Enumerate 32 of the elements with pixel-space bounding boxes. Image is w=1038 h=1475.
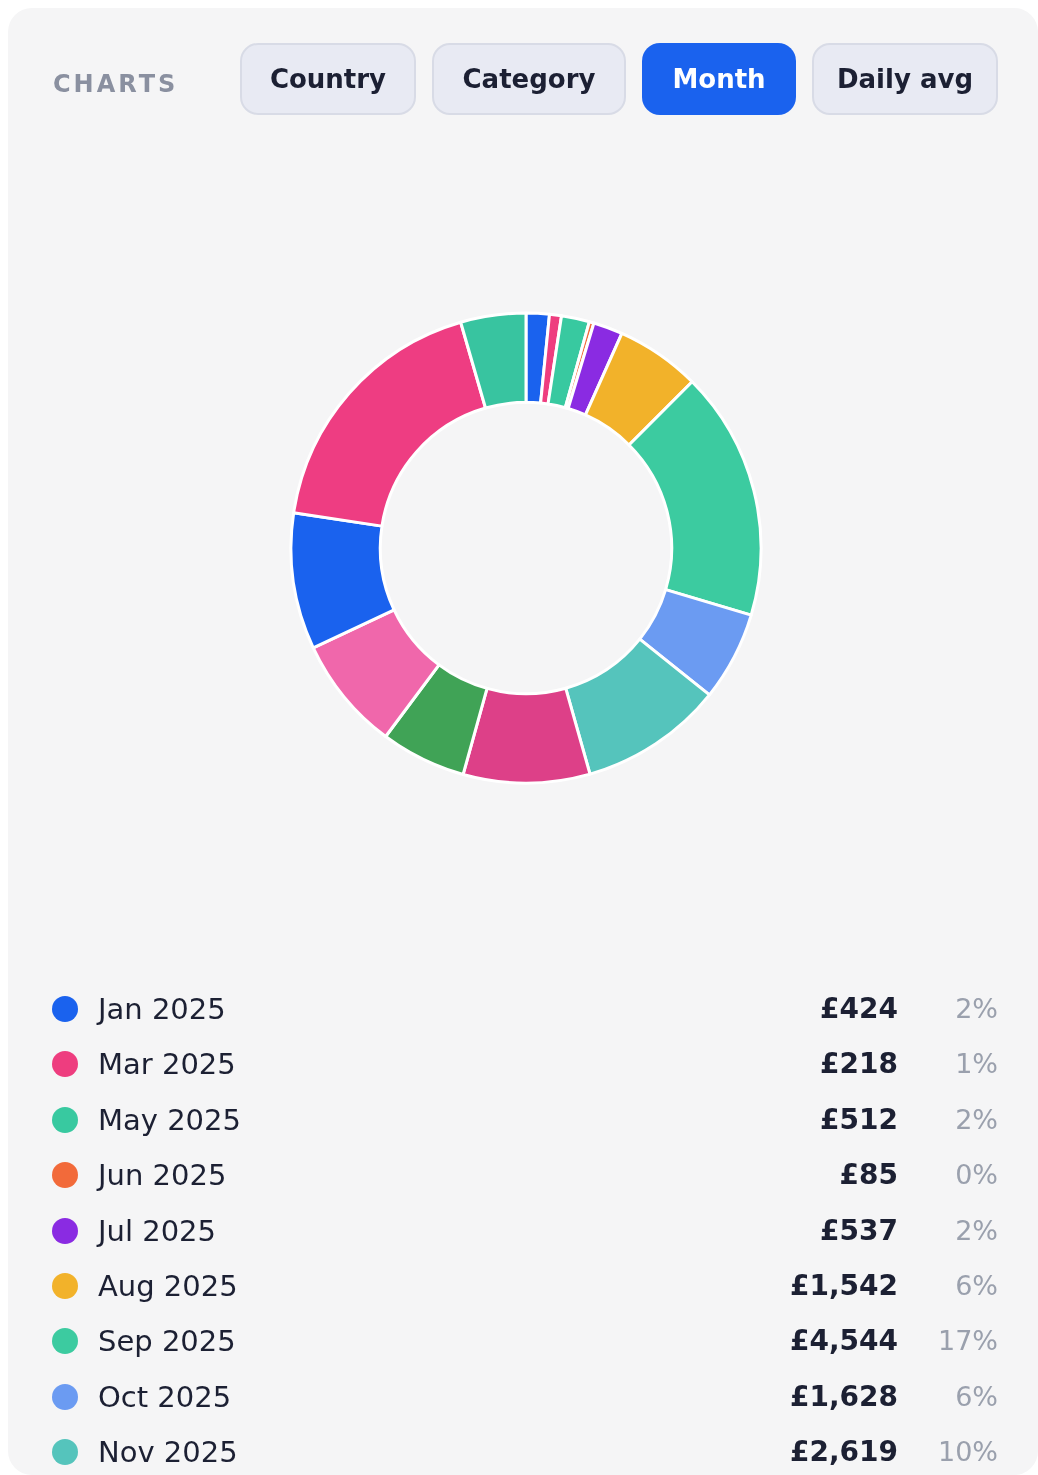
text: 2% [955,1102,998,1137]
data-label: £1,542 [789,1268,898,1304]
data-label: £424 [820,991,898,1027]
tab-button: Category [432,43,626,115]
text: 1% [955,1047,998,1082]
text: 6% [955,1269,998,1303]
legend-label: Jan 2025 [98,991,226,1027]
legend-label: Aug 2025 [98,1268,238,1304]
text: 0% [955,1158,998,1193]
data-label: £2,619 [789,1434,898,1471]
legend-label: Jun 2025 [98,1157,227,1194]
legend-label: Sep 2025 [98,1323,236,1360]
legend-label: Nov 2025 [98,1434,238,1471]
chart-title: CHARTS [53,70,179,98]
data-label: £85 [839,1157,898,1194]
text: 2% [955,1213,998,1248]
data-label: £512 [820,1101,898,1138]
text: 10% [937,1435,998,1470]
text: 17% [937,1324,998,1359]
legend-label: May 2025 [98,1101,241,1138]
legend-label: Jul 2025 [98,1212,217,1249]
legend-label: Oct 2025 [98,1378,232,1415]
text: 6% [955,1379,998,1414]
tab-button: Daily avg [812,43,998,115]
legend-label: Mar 2025 [98,1046,236,1083]
text: 2% [955,992,998,1026]
data-label: £218 [820,1046,898,1083]
data-label: £4,544 [789,1323,898,1360]
data-label: £537 [820,1212,898,1249]
tab-button: Month [642,43,796,115]
data-label: £1,628 [789,1378,898,1415]
tab-button: Country [240,43,416,115]
